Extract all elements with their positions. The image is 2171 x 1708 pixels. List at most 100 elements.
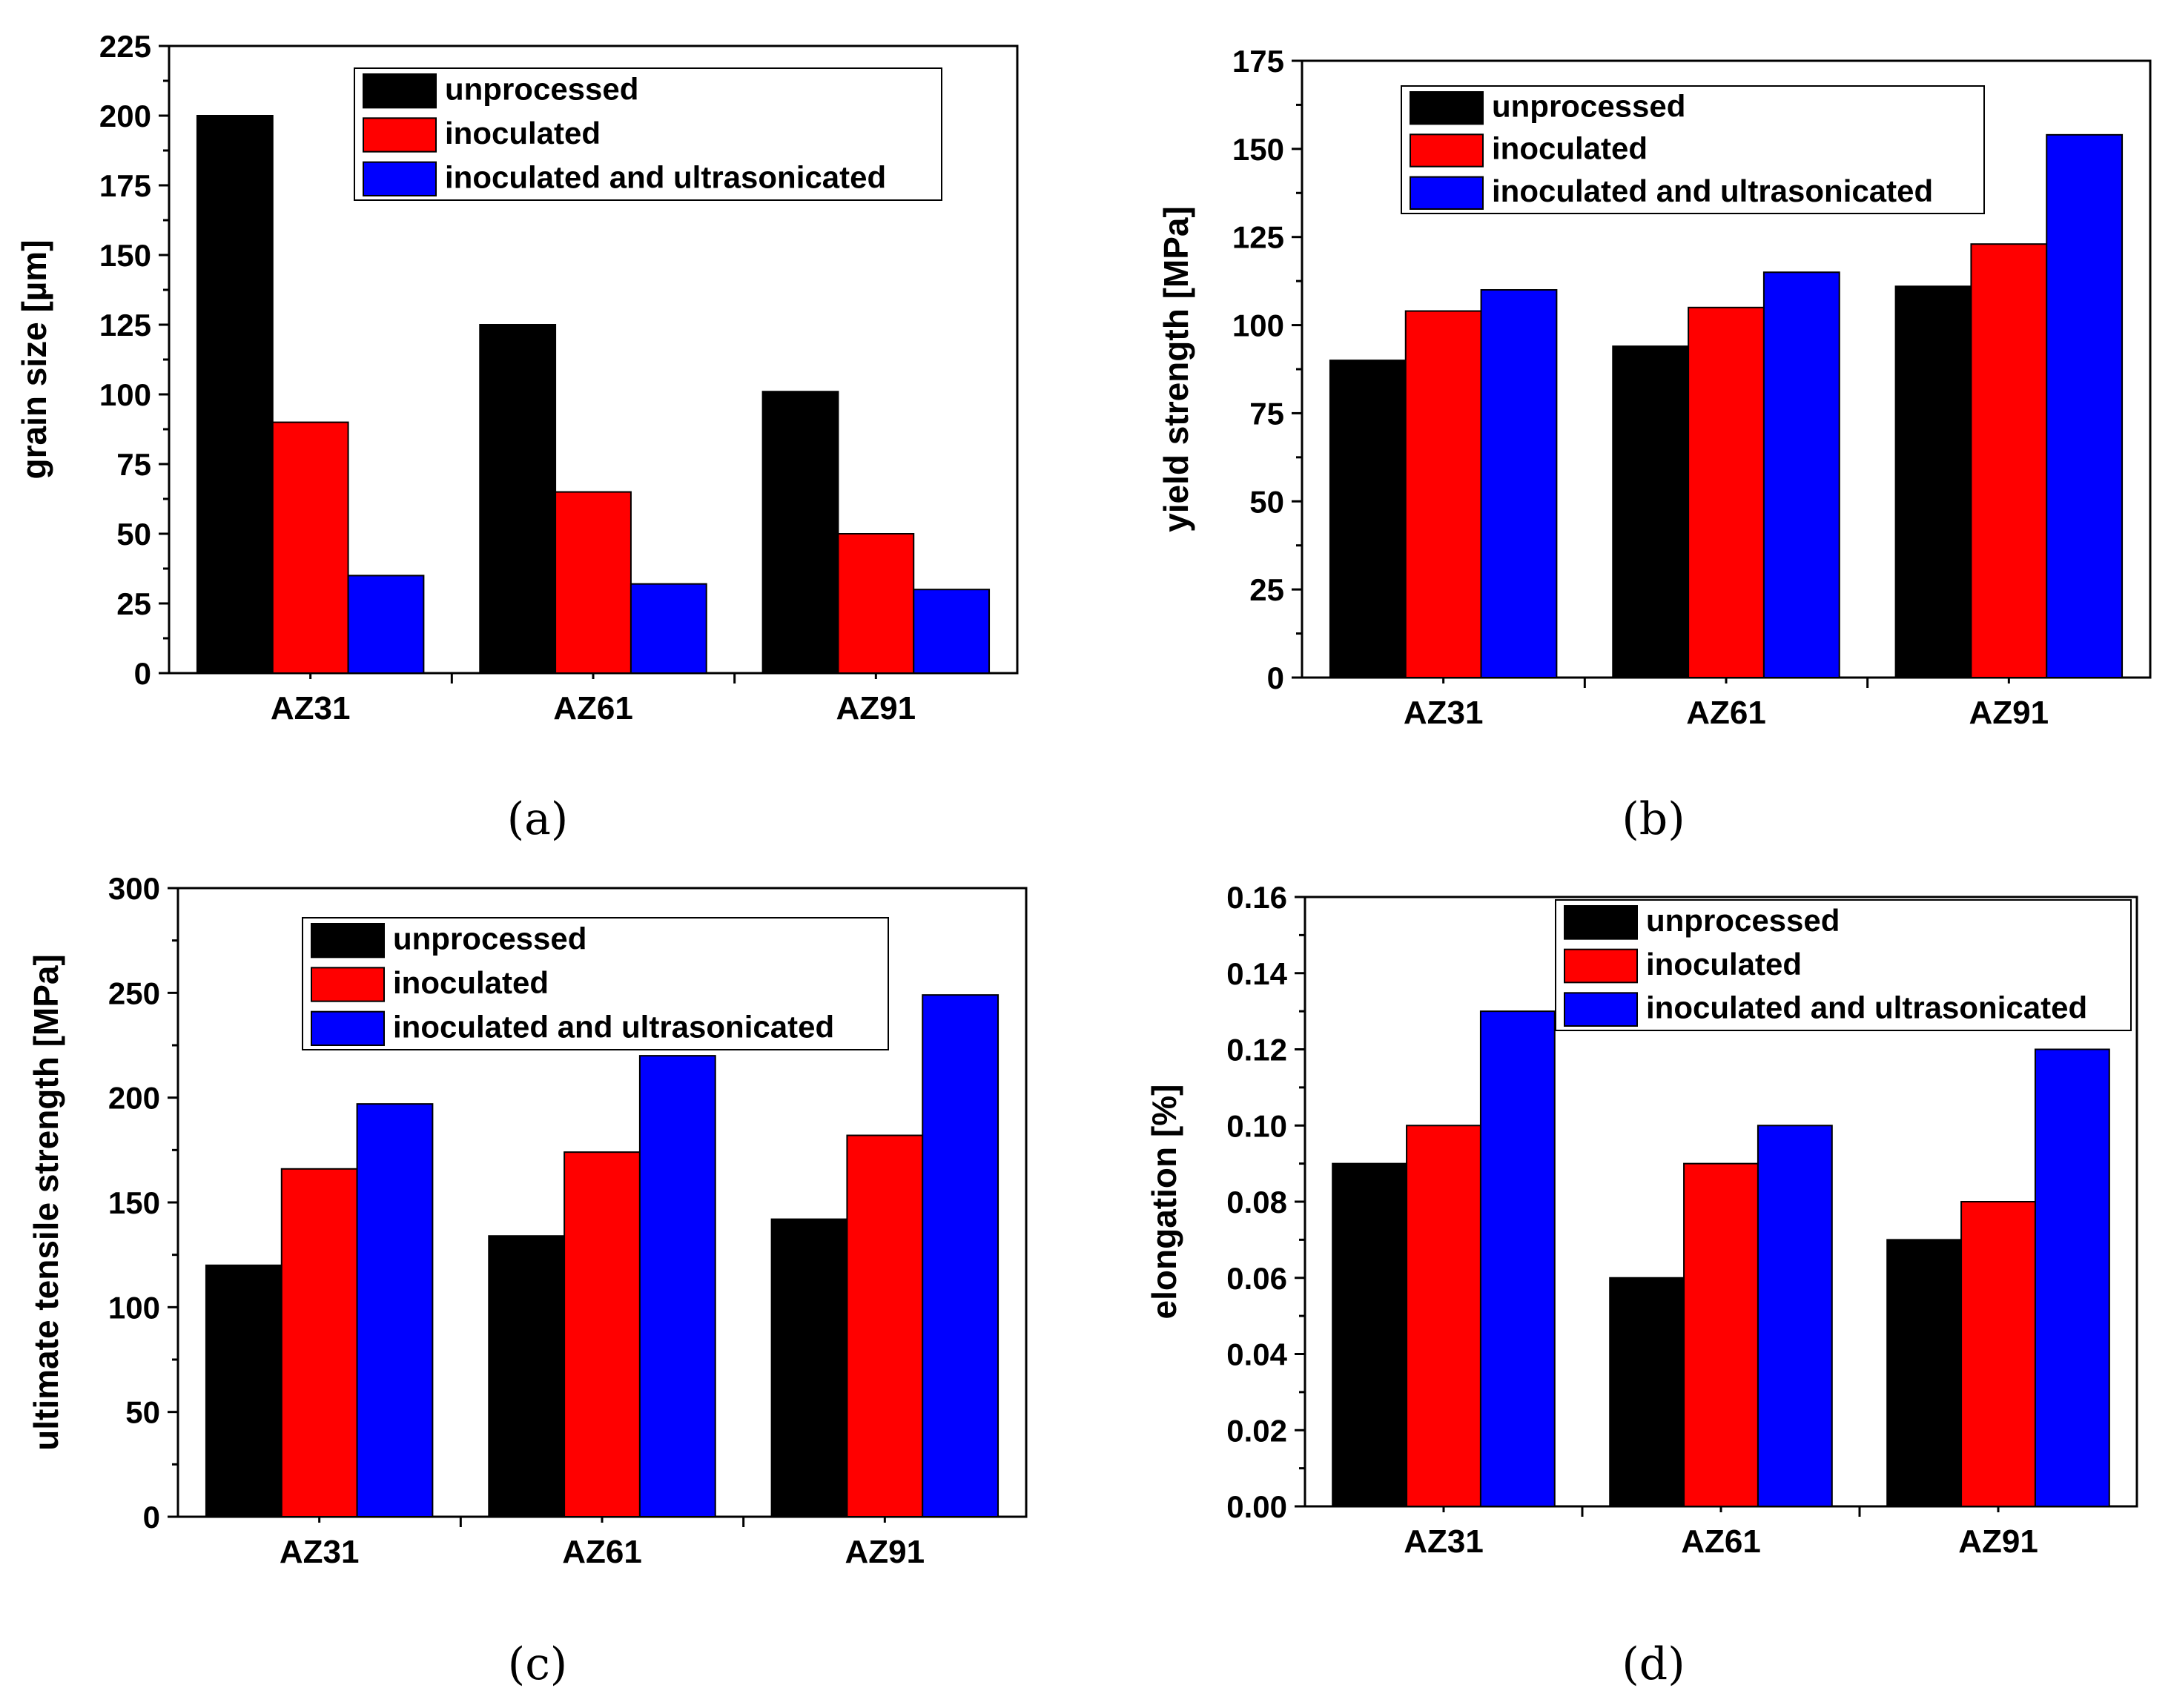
- y-tick-label: 300: [108, 871, 160, 906]
- bar-inoculated-AZ31: [1404, 310, 1482, 678]
- y-tick-label: 250: [108, 976, 160, 1010]
- panel-c-ultimate-tensile-strength: 0 50 100 150 200 250 300 ultimate tensile stren…: [27, 871, 1028, 1570]
- bar-unprocessed-AZ31: [205, 1264, 282, 1518]
- legend-label: inoculated: [1492, 131, 1648, 166]
- panel-d-elongation: 0.00 0.02 0.04 0.06 0.08 0.10 0.12 0.14 0.16 elon…: [1145, 880, 2138, 1560]
- y-axis-label: yield strength [MPa]: [1157, 206, 1195, 532]
- legend-swatch: [1564, 905, 1638, 940]
- legend-label: unprocessed: [1646, 903, 1840, 938]
- x-tick-label: AZ61: [1686, 695, 1766, 731]
- bar-inoculated-AZ31: [271, 421, 349, 674]
- y-tick-label: 0.10: [1226, 1108, 1287, 1143]
- y-tick-label: 125: [1232, 220, 1284, 255]
- y-tick-label: 100: [1232, 308, 1284, 343]
- y-tick-label: 0: [143, 1500, 160, 1535]
- bar-unprocessed-AZ61: [479, 324, 557, 674]
- legend-swatch: [1564, 948, 1638, 984]
- legend-swatch: [1564, 992, 1638, 1027]
- y-tick-label: 150: [108, 1185, 160, 1220]
- bar-inoculated-AZ61: [1688, 306, 1765, 678]
- bar-inoculated-and-ultrasonicated-AZ61: [1762, 271, 1840, 678]
- y-tick-label: 0.04: [1226, 1337, 1287, 1372]
- panel-caption-c: (c): [508, 1638, 567, 1690]
- legend-swatch: [363, 117, 437, 153]
- y-tick-label: 25: [116, 586, 151, 621]
- bar-unprocessed-AZ31: [1329, 360, 1407, 678]
- bar-inoculated-AZ91: [846, 1134, 924, 1517]
- bar-inoculated-AZ61: [564, 1151, 641, 1518]
- y-tick-label: 100: [108, 1290, 160, 1325]
- bar-inoculated-AZ31: [280, 1168, 358, 1517]
- legend-label: inoculated and ultrasonicated: [1646, 990, 2087, 1025]
- panel-caption-a: (a): [507, 793, 569, 845]
- panel-caption-d: (d): [1622, 1638, 1685, 1690]
- legend-swatch: [311, 923, 385, 959]
- bar-unprocessed-AZ91: [1886, 1239, 1963, 1507]
- bar-unprocessed-AZ61: [1612, 345, 1690, 678]
- y-tick-label: 175: [1232, 44, 1284, 79]
- bar-inoculated-and-ultrasonicated-AZ31: [1480, 289, 1558, 678]
- x-tick-label: AZ31: [1404, 695, 1484, 731]
- bar-inoculated-AZ61: [1683, 1162, 1759, 1507]
- bar-inoculated-AZ31: [1406, 1125, 1481, 1507]
- x-tick-label: AZ91: [1958, 1523, 2038, 1560]
- legend-label: unprocessed: [1492, 88, 1685, 123]
- bar-inoculated-and-ultrasonicated-AZ91: [2046, 133, 2124, 678]
- legend-label: inoculated: [445, 116, 601, 150]
- y-tick-label: 75: [1249, 396, 1284, 431]
- legend-swatch: [311, 967, 385, 1002]
- legend-swatch: [363, 73, 437, 109]
- y-tick-label: 0.02: [1226, 1413, 1287, 1448]
- y-tick-label: 75: [116, 447, 151, 482]
- legend-label: inoculated and ultrasonicated: [445, 159, 886, 194]
- panel-caption-b: (b): [1622, 793, 1685, 845]
- x-tick-label: AZ31: [280, 1534, 360, 1570]
- y-tick-label: 0.06: [1226, 1261, 1287, 1296]
- bar-unprocessed-AZ31: [196, 115, 274, 674]
- y-tick-label: 125: [99, 308, 151, 342]
- bar-unprocessed-AZ91: [761, 391, 839, 674]
- legend-label: inoculated: [393, 965, 549, 1000]
- y-tick-label: 25: [1249, 572, 1284, 607]
- y-tick-label: 200: [99, 99, 151, 133]
- bar-inoculated-and-ultrasonicated-AZ61: [630, 583, 707, 674]
- bar-inoculated-and-ultrasonicated-AZ91: [2034, 1048, 2110, 1507]
- y-axis-label: ultimate tensile strength [MPa]: [27, 954, 65, 1451]
- legend-swatch: [1410, 176, 1484, 211]
- y-tick-label: 50: [125, 1395, 160, 1430]
- x-tick-label: AZ31: [271, 690, 351, 726]
- y-tick-label: 50: [1249, 484, 1284, 519]
- y-tick-label: 0.12: [1226, 1033, 1287, 1068]
- x-tick-label: AZ91: [836, 690, 916, 726]
- bar-inoculated-and-ultrasonicated-AZ91: [913, 589, 991, 675]
- bar-inoculated-AZ61: [555, 491, 632, 674]
- y-axis-label: elongation [%]: [1145, 1085, 1183, 1320]
- y-tick-label: 150: [99, 238, 151, 273]
- y-tick-label: 0.08: [1226, 1185, 1287, 1219]
- bar-inoculated-and-ultrasonicated-AZ31: [1479, 1010, 1556, 1507]
- legend-label: unprocessed: [445, 72, 638, 107]
- legend-swatch: [1410, 91, 1484, 125]
- bar-unprocessed-AZ31: [1332, 1162, 1408, 1507]
- x-tick-label: AZ91: [1969, 695, 2049, 731]
- x-tick-label: AZ61: [553, 690, 633, 726]
- y-tick-label: 0.16: [1226, 880, 1287, 915]
- x-tick-label: AZ91: [845, 1534, 925, 1570]
- legend-label: inoculated: [1646, 947, 1802, 982]
- y-tick-label: 100: [99, 377, 151, 412]
- y-tick-label: 0.14: [1226, 956, 1287, 991]
- bar-inoculated-and-ultrasonicated-AZ31: [356, 1103, 434, 1517]
- y-tick-label: 225: [99, 29, 151, 64]
- bar-inoculated-and-ultrasonicated-AZ61: [638, 1055, 716, 1517]
- bar-inoculated-and-ultrasonicated-AZ31: [347, 575, 425, 675]
- legend-frame: [1401, 85, 1985, 214]
- legend-label: inoculated and ultrasonicated: [393, 1009, 834, 1044]
- legend-frame: [302, 917, 889, 1050]
- legend-label: inoculated and ultrasonicated: [1492, 173, 1933, 208]
- legend-label: unprocessed: [393, 921, 586, 956]
- bar-inoculated-AZ91: [1960, 1201, 2036, 1507]
- x-tick-label: AZ61: [562, 1534, 642, 1570]
- y-tick-label: 200: [108, 1081, 160, 1116]
- bar-unprocessed-AZ91: [770, 1218, 848, 1517]
